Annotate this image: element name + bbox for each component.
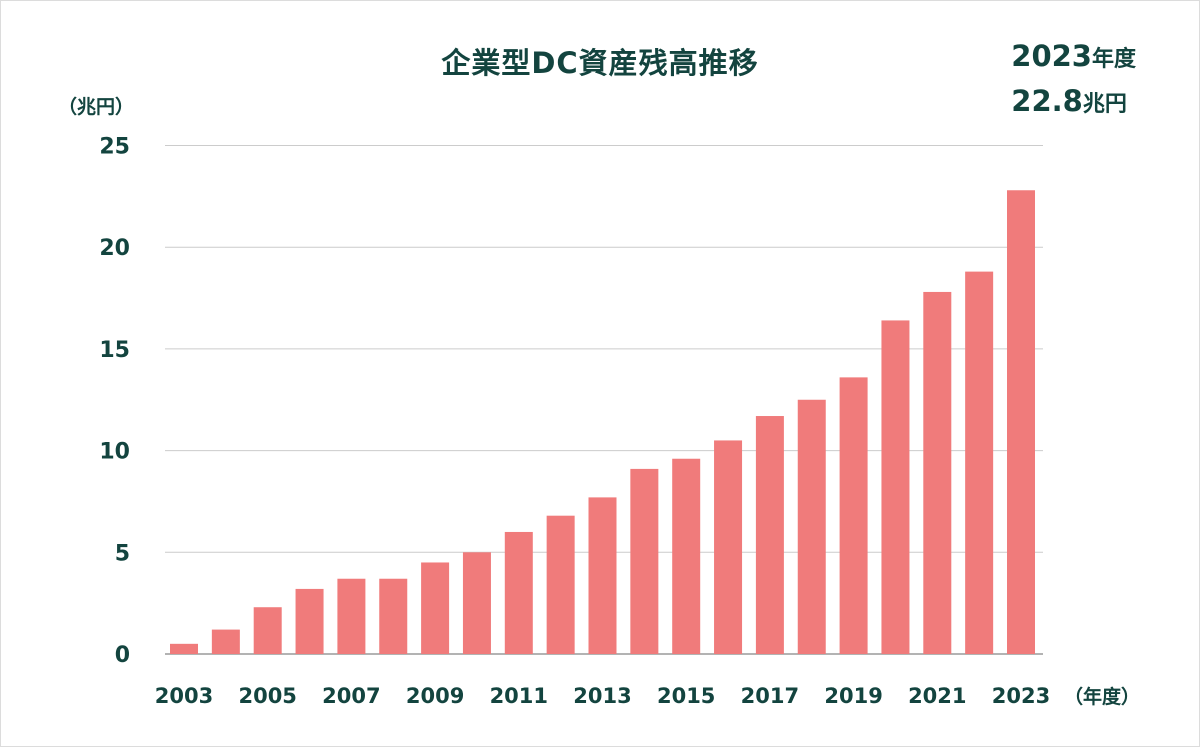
x-tick-label: 2007 bbox=[322, 684, 380, 708]
callout-year: 2023 bbox=[1011, 39, 1092, 73]
x-tick-label: 2003 bbox=[155, 684, 213, 708]
bar-2011 bbox=[504, 531, 533, 654]
bar-2012 bbox=[546, 515, 575, 654]
y-tick-label: 15 bbox=[99, 338, 130, 363]
bar-2019 bbox=[839, 377, 868, 654]
x-tick-label: 2021 bbox=[908, 684, 966, 708]
x-tick-label: 2005 bbox=[238, 684, 296, 708]
bar-2020 bbox=[881, 320, 910, 654]
latest-value-callout: 2023年度 22.8兆円 bbox=[1011, 36, 1136, 126]
callout-value: 22.8 bbox=[1011, 84, 1083, 118]
y-axis-label: （兆円） bbox=[58, 96, 135, 118]
callout-value-line: 22.8兆円 bbox=[1011, 81, 1136, 126]
bar-2015 bbox=[672, 458, 701, 654]
bar-2016 bbox=[714, 440, 743, 654]
bar-2010 bbox=[462, 552, 491, 654]
x-tick-label: 2019 bbox=[824, 684, 882, 708]
x-tick-label: 2023 bbox=[992, 684, 1050, 708]
callout-value-unit: 兆円 bbox=[1082, 92, 1127, 117]
callout-year-line: 2023年度 bbox=[1011, 36, 1136, 81]
bar-2004 bbox=[211, 629, 240, 654]
bar-2022 bbox=[965, 271, 994, 654]
bar-2005 bbox=[253, 607, 282, 654]
bar-2018 bbox=[797, 399, 826, 654]
bar-2023 bbox=[1007, 190, 1035, 655]
chart-title: 企業型DC資産残高推移 bbox=[441, 46, 759, 80]
y-tick-label: 25 bbox=[99, 135, 130, 160]
bar-2014 bbox=[630, 468, 659, 654]
x-tick-label: 2011 bbox=[490, 684, 548, 708]
x-tick-label: 2013 bbox=[573, 684, 631, 708]
y-tick-label: 0 bbox=[115, 643, 130, 668]
bar-2006 bbox=[295, 588, 324, 654]
bar-2003 bbox=[170, 643, 198, 654]
x-tick-label: 2017 bbox=[741, 684, 799, 708]
x-axis-label: （年度） bbox=[1064, 686, 1141, 708]
y-tick-label: 10 bbox=[99, 440, 130, 465]
bar-2017 bbox=[755, 416, 784, 654]
bar-2009 bbox=[421, 562, 450, 654]
x-tick-label: 2009 bbox=[406, 684, 464, 708]
bar-2013 bbox=[588, 497, 617, 654]
bar-2007 bbox=[337, 578, 366, 654]
callout-year-unit: 年度 bbox=[1091, 47, 1136, 72]
y-tick-label: 5 bbox=[115, 541, 130, 566]
y-tick-label: 20 bbox=[99, 236, 130, 261]
bar-2021 bbox=[923, 291, 952, 654]
bar-2008 bbox=[379, 578, 408, 654]
x-tick-label: 2015 bbox=[657, 684, 715, 708]
